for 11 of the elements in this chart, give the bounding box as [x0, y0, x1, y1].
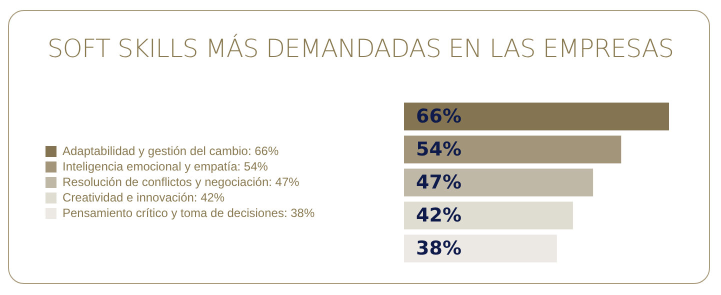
chart-title: SOFT SKILLS MÁS DEMANDADAS EN LAS EMPRESAS	[46, 34, 675, 63]
legend-label: Creatividad e innovación: 42%	[62, 190, 225, 204]
legend-label: Resolución de conflictos y negociación: 47%	[62, 174, 300, 189]
data-label: 42%	[416, 204, 462, 226]
data-label: 38%	[416, 237, 462, 260]
legend-label: Adaptabilidad y gestión del cambio: 66%	[62, 144, 279, 158]
legend-label: Inteligencia emocional y empatía: 54%	[62, 159, 268, 174]
data-label: 66%	[416, 105, 462, 128]
legend-label: Pensamiento crítico y toma de decisiones: 38%	[62, 206, 315, 220]
data-label: 47%	[416, 171, 462, 194]
data-label: 54%	[416, 138, 462, 160]
